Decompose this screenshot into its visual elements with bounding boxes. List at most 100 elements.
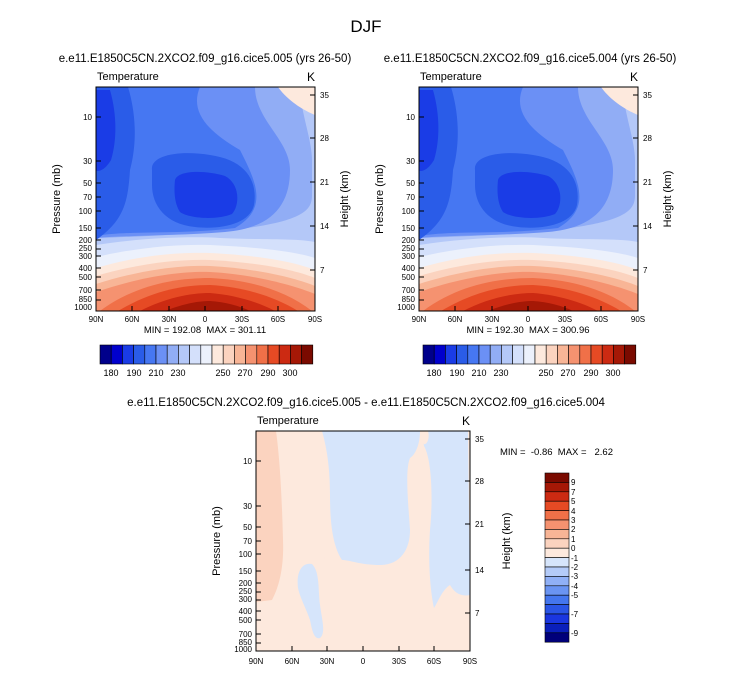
colorbar-swatch [601, 344, 614, 365]
y-tick-label: 150 [402, 224, 416, 233]
panel-2: e.e11.E1850C5CN.2XCO2.f09_g16.cice5.004 … [374, 53, 676, 378]
y-tick-label: 400 [79, 264, 93, 273]
y-tick-label: 30 [243, 502, 252, 511]
panel-2-contour-field [419, 87, 638, 311]
y-tick-label: 400 [402, 264, 416, 273]
x-tick-label: 30S [558, 315, 572, 324]
colorbar-swatch [422, 344, 435, 365]
colorbar-label: 7 [571, 488, 576, 497]
y2-tick-label: 14 [475, 566, 484, 575]
x-tick-label: 60S [427, 657, 441, 666]
colorbar-swatch [245, 344, 258, 365]
colorbar-label: 3 [571, 516, 576, 525]
y-tick-label: 1000 [74, 303, 92, 312]
y-tick-label: 70 [83, 193, 92, 202]
panel-3-y2label: Height (km) [501, 513, 513, 570]
colorbar-swatch [110, 344, 123, 365]
colorbar-swatch [534, 344, 547, 365]
x-tick-label: 90N [89, 315, 104, 324]
colorbar-swatch [544, 500, 570, 511]
colorbar-swatch [544, 576, 570, 587]
y-tick-label: 850 [402, 295, 416, 304]
colorbar-swatch [489, 344, 502, 365]
y-tick-label: 300 [402, 252, 416, 261]
colorbar-swatch [433, 344, 446, 365]
y2-tick-label: 28 [320, 134, 329, 143]
colorbar-swatch [467, 344, 480, 365]
panel-1-ylabel: Pressure (mb) [51, 164, 63, 234]
colorbar-swatch [544, 623, 570, 634]
colorbar-label: 250 [538, 368, 553, 378]
colorbar-swatch [189, 344, 202, 365]
colorbar-swatch [445, 344, 457, 365]
y-tick-label: 850 [79, 295, 93, 304]
panel-1: e.e11.E1850C5CN.2XCO2.f09_g16.cice5.005 … [51, 53, 351, 378]
colorbar-swatch [579, 344, 592, 365]
colorbar-label: -5 [571, 591, 579, 600]
x-tick-label: 60N [285, 657, 300, 666]
panel-2-left-label: Temperature [420, 71, 482, 83]
y-tick-label: 200 [79, 236, 93, 245]
x-tick-label: 0 [203, 315, 208, 324]
y-tick-label: 500 [402, 273, 416, 282]
y-tick-label: 100 [79, 207, 93, 216]
colorbar-label: -1 [571, 554, 579, 563]
y-tick-label: 1000 [397, 303, 415, 312]
x-tick-label: 90N [412, 315, 427, 324]
colorbar-swatch [544, 566, 570, 577]
colorbar-label: 190 [126, 368, 141, 378]
colorbar-swatch [557, 344, 569, 365]
y2-tick-label: 7 [643, 266, 648, 275]
colorbar-label: 190 [449, 368, 464, 378]
colorbar-swatch [544, 510, 570, 521]
colorbar-swatch [523, 344, 536, 365]
panel-3-left-label: Temperature [257, 415, 319, 427]
colorbar-swatch [568, 344, 581, 365]
panel-1-contour-field [96, 87, 315, 311]
y-tick-label: 10 [243, 457, 252, 466]
x-tick-label: 90N [249, 657, 264, 666]
panel-1-x-tick-labels: 90N 60N 30N 0 30S 60S 90S [89, 315, 322, 324]
colorbar-swatch [544, 519, 570, 530]
panel-3-colorbar [544, 472, 570, 643]
x-tick-label: 0 [526, 315, 531, 324]
colorbar-label: 210 [471, 368, 486, 378]
y-tick-label: 700 [79, 286, 93, 295]
y-tick-label: 10 [83, 113, 92, 122]
colorbar-label: 300 [605, 368, 620, 378]
colorbar-swatch [99, 344, 112, 365]
y2-tick-label: 35 [475, 435, 484, 444]
colorbar-swatch [544, 538, 570, 549]
panel-3-frame-ticks [256, 438, 470, 651]
y-tick-label: 150 [239, 567, 253, 576]
colorbar-label: 9 [571, 478, 576, 487]
y-tick-label: 50 [243, 523, 252, 532]
y-tick-label: 1000 [234, 645, 252, 654]
colorbar-label: 290 [260, 368, 275, 378]
panel-1-y-tick-labels: 10 30 50 70 100 150 200 250 300 400 500 … [74, 113, 92, 312]
panel-3-right-label: K [462, 414, 470, 428]
panel-2-colorbar-labels: 180 190 210 230 250 270 290 300 [426, 368, 620, 378]
panel-2-y2label: Height (km) [662, 171, 674, 228]
colorbar-swatch [544, 491, 570, 502]
panel-2-stats: MIN = 192.30 MAX = 300.96 [466, 325, 589, 336]
colorbar-swatch [144, 344, 157, 365]
panel-1-y2-tick-labels: 35 28 21 14 7 [320, 91, 329, 275]
y2-tick-label: 28 [475, 477, 484, 486]
colorbar-label: 250 [215, 368, 230, 378]
colorbar-swatch [122, 344, 134, 365]
panel-1-left-label: Temperature [97, 71, 159, 83]
colorbar-label: 210 [148, 368, 163, 378]
panel-2-ylabel: Pressure (mb) [374, 164, 386, 234]
colorbar-swatch [278, 344, 291, 365]
panel-3-stats: MIN = -0.86 MAX = 2.62 [500, 447, 613, 458]
colorbar-swatch [301, 344, 314, 365]
panel-2-y-tick-labels: 10 30 50 70 100 150 200 250 300 400 500 … [397, 113, 415, 312]
colorbar-label: -2 [571, 563, 579, 572]
y-tick-label: 250 [79, 244, 93, 253]
y2-tick-label: 14 [320, 222, 329, 231]
colorbar-swatch [590, 344, 603, 365]
colorbar-label: 230 [493, 368, 508, 378]
colorbar-label: 290 [583, 368, 598, 378]
y-tick-label: 200 [239, 579, 253, 588]
